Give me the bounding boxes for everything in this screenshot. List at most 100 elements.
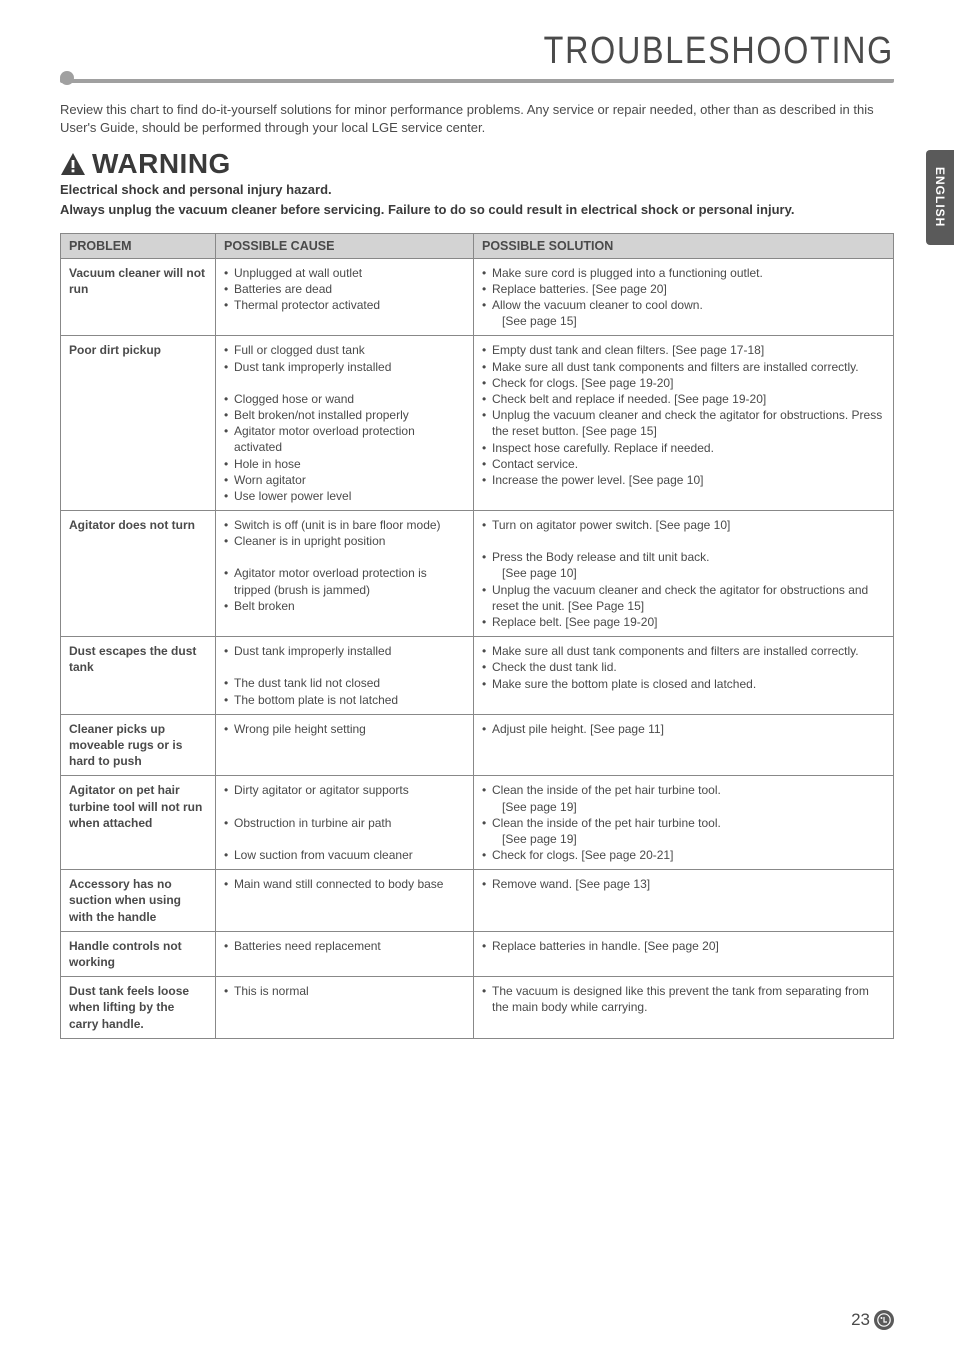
- table-row: Dust tank feels loose when lifting by th…: [61, 977, 894, 1039]
- solution-cell: Turn on agitator power switch. [See page…: [474, 511, 894, 637]
- cause-item: Dirty agitator or agitator supports: [224, 782, 465, 798]
- warning-label: WARNING: [92, 148, 231, 180]
- header-bar: TROUBLESHOOTING: [60, 30, 894, 83]
- table-row: Vacuum cleaner will not runUnplugged at …: [61, 258, 894, 336]
- solution-item: Inspect hose carefully. Replace if neede…: [482, 440, 885, 456]
- cause-cell: Dust tank improperly installed The dust …: [216, 637, 474, 715]
- solution-item: Make sure the bottom plate is closed and…: [482, 676, 885, 692]
- problem-cell: Cleaner picks up moveable rugs or is har…: [61, 714, 216, 776]
- problem-cell: Handle controls not working: [61, 931, 216, 976]
- cause-cell: Main wand still connected to body base: [216, 870, 474, 932]
- troubleshooting-table: PROBLEM POSSIBLE CAUSE POSSIBLE SOLUTION…: [60, 233, 894, 1039]
- solution-item: Turn on agitator power switch. [See page…: [482, 517, 885, 533]
- solution-item: Unplug the vacuum cleaner and check the …: [482, 582, 885, 614]
- page-number: 23: [851, 1310, 870, 1330]
- header-solution: POSSIBLE SOLUTION: [474, 233, 894, 258]
- solution-cell: Adjust pile height. [See page 11]: [474, 714, 894, 776]
- problem-cell: Dust escapes the dust tank: [61, 637, 216, 715]
- cause-item: Obstruction in turbine air path: [224, 815, 465, 831]
- problem-cell: Poor dirt pickup: [61, 336, 216, 511]
- cause-item: Thermal protector activated: [224, 297, 465, 313]
- solution-item: Remove wand. [See page 13]: [482, 876, 885, 892]
- cause-item: Agitator motor overload protection activ…: [224, 423, 465, 455]
- cause-item: Hole in hose: [224, 456, 465, 472]
- cause-item: Batteries are dead: [224, 281, 465, 297]
- warning-heading: WARNING: [60, 148, 894, 180]
- solution-item: Allow the vacuum cleaner to cool down.[S…: [482, 297, 885, 329]
- solution-cell: Clean the inside of the pet hair turbine…: [474, 776, 894, 870]
- solution-cell: Make sure cord is plugged into a functio…: [474, 258, 894, 336]
- solution-item: Make sure all dust tank components and f…: [482, 643, 885, 659]
- cause-cell: Dirty agitator or agitator supports Obst…: [216, 776, 474, 870]
- header-problem: PROBLEM: [61, 233, 216, 258]
- cause-item: Belt broken: [224, 598, 465, 614]
- solution-cell: Replace batteries in handle. [See page 2…: [474, 931, 894, 976]
- lg-logo-icon: [874, 1310, 894, 1330]
- warning-subtitle: Electrical shock and personal injury haz…: [60, 182, 894, 197]
- solution-item: Make sure all dust tank components and f…: [482, 359, 885, 375]
- problem-cell: Vacuum cleaner will not run: [61, 258, 216, 336]
- solution-item: Contact service.: [482, 456, 885, 472]
- table-row: Cleaner picks up moveable rugs or is har…: [61, 714, 894, 776]
- warning-body: Always unplug the vacuum cleaner before …: [60, 201, 820, 219]
- solution-cell: The vacuum is designed like this prevent…: [474, 977, 894, 1039]
- page-footer: 23: [851, 1310, 894, 1330]
- table-row: Poor dirt pickup Full or clogged dust tan…: [61, 336, 894, 511]
- problem-cell: Dust tank feels loose when lifting by th…: [61, 977, 216, 1039]
- solution-cell: Empty dust tank and clean filters. [See …: [474, 336, 894, 511]
- header-cause: POSSIBLE CAUSE: [216, 233, 474, 258]
- solution-item: Clean the inside of the pet hair turbine…: [482, 815, 885, 847]
- table-header-row: PROBLEM POSSIBLE CAUSE POSSIBLE SOLUTION: [61, 233, 894, 258]
- solution-item: Replace batteries in handle. [See page 2…: [482, 938, 885, 954]
- solution-item: Replace belt. [See page 19-20]: [482, 614, 885, 630]
- cause-cell: Unplugged at wall outletBatteries are de…: [216, 258, 474, 336]
- cause-cell: Wrong pile height setting: [216, 714, 474, 776]
- cause-item: Dust tank improperly installed: [224, 643, 465, 659]
- cause-item: This is normal: [224, 983, 465, 999]
- cause-item: Clogged hose or wand: [224, 391, 465, 407]
- cause-cell: This is normal: [216, 977, 474, 1039]
- solution-item: Check for clogs. [See page 20-21]: [482, 847, 885, 863]
- solution-item: Check belt and replace if needed. [See p…: [482, 391, 885, 407]
- table-row: Accessory has no suction when using with…: [61, 870, 894, 932]
- solution-item: Adjust pile height. [See page 11]: [482, 721, 885, 737]
- table-row: Handle controls not working Batteries nee…: [61, 931, 894, 976]
- cause-cell: Batteries need replacement: [216, 931, 474, 976]
- solution-item: Press the Body release and tilt unit bac…: [482, 549, 885, 581]
- language-tab: ENGLISH: [926, 150, 954, 245]
- solution-item: Unplug the vacuum cleaner and check the …: [482, 407, 885, 439]
- intro-text: Review this chart to find do-it-yourself…: [60, 101, 894, 136]
- solution-item: Empty dust tank and clean filters. [See …: [482, 342, 885, 358]
- cause-item: The bottom plate is not latched: [224, 692, 465, 708]
- cause-item: Agitator motor overload protection is tr…: [224, 565, 465, 597]
- solution-item: Replace batteries. [See page 20]: [482, 281, 885, 297]
- table-row: Agitator does not turn Switch is off (uni…: [61, 511, 894, 637]
- solution-item: Check the dust tank lid.: [482, 659, 885, 675]
- cause-item: Main wand still connected to body base: [224, 876, 465, 892]
- solution-item: Check for clogs. [See page 19-20]: [482, 375, 885, 391]
- cause-item: The dust tank lid not closed: [224, 675, 465, 691]
- problem-cell: Accessory has no suction when using with…: [61, 870, 216, 932]
- cause-item: Switch is off (unit is in bare floor mod…: [224, 517, 465, 533]
- cause-item: Wrong pile height setting: [224, 721, 465, 737]
- cause-item: Use lower power level: [224, 488, 465, 504]
- cause-item: Worn agitator: [224, 472, 465, 488]
- cause-item: Low suction from vacuum cleaner: [224, 847, 465, 863]
- cause-item: Dust tank improperly installed: [224, 359, 465, 375]
- solution-cell: Remove wand. [See page 13]: [474, 870, 894, 932]
- problem-cell: Agitator on pet hair turbine tool will n…: [61, 776, 216, 870]
- solution-item: Increase the power level. [See page 10]: [482, 472, 885, 488]
- cause-item: Batteries need replacement: [224, 938, 465, 954]
- table-row: Agitator on pet hair turbine tool will n…: [61, 776, 894, 870]
- cause-item: Belt broken/not installed properly: [224, 407, 465, 423]
- solution-item: Clean the inside of the pet hair turbine…: [482, 782, 885, 814]
- cause-item: Unplugged at wall outlet: [224, 265, 465, 281]
- solution-item: The vacuum is designed like this prevent…: [482, 983, 885, 1015]
- warning-triangle-icon: [60, 152, 86, 176]
- table-row: Dust escapes the dust tankDust tank impr…: [61, 637, 894, 715]
- solution-cell: Make sure all dust tank components and f…: [474, 637, 894, 715]
- cause-item: Cleaner is in upright position: [224, 533, 465, 549]
- cause-item: Full or clogged dust tank: [224, 342, 465, 358]
- problem-cell: Agitator does not turn: [61, 511, 216, 637]
- solution-item: Make sure cord is plugged into a functio…: [482, 265, 885, 281]
